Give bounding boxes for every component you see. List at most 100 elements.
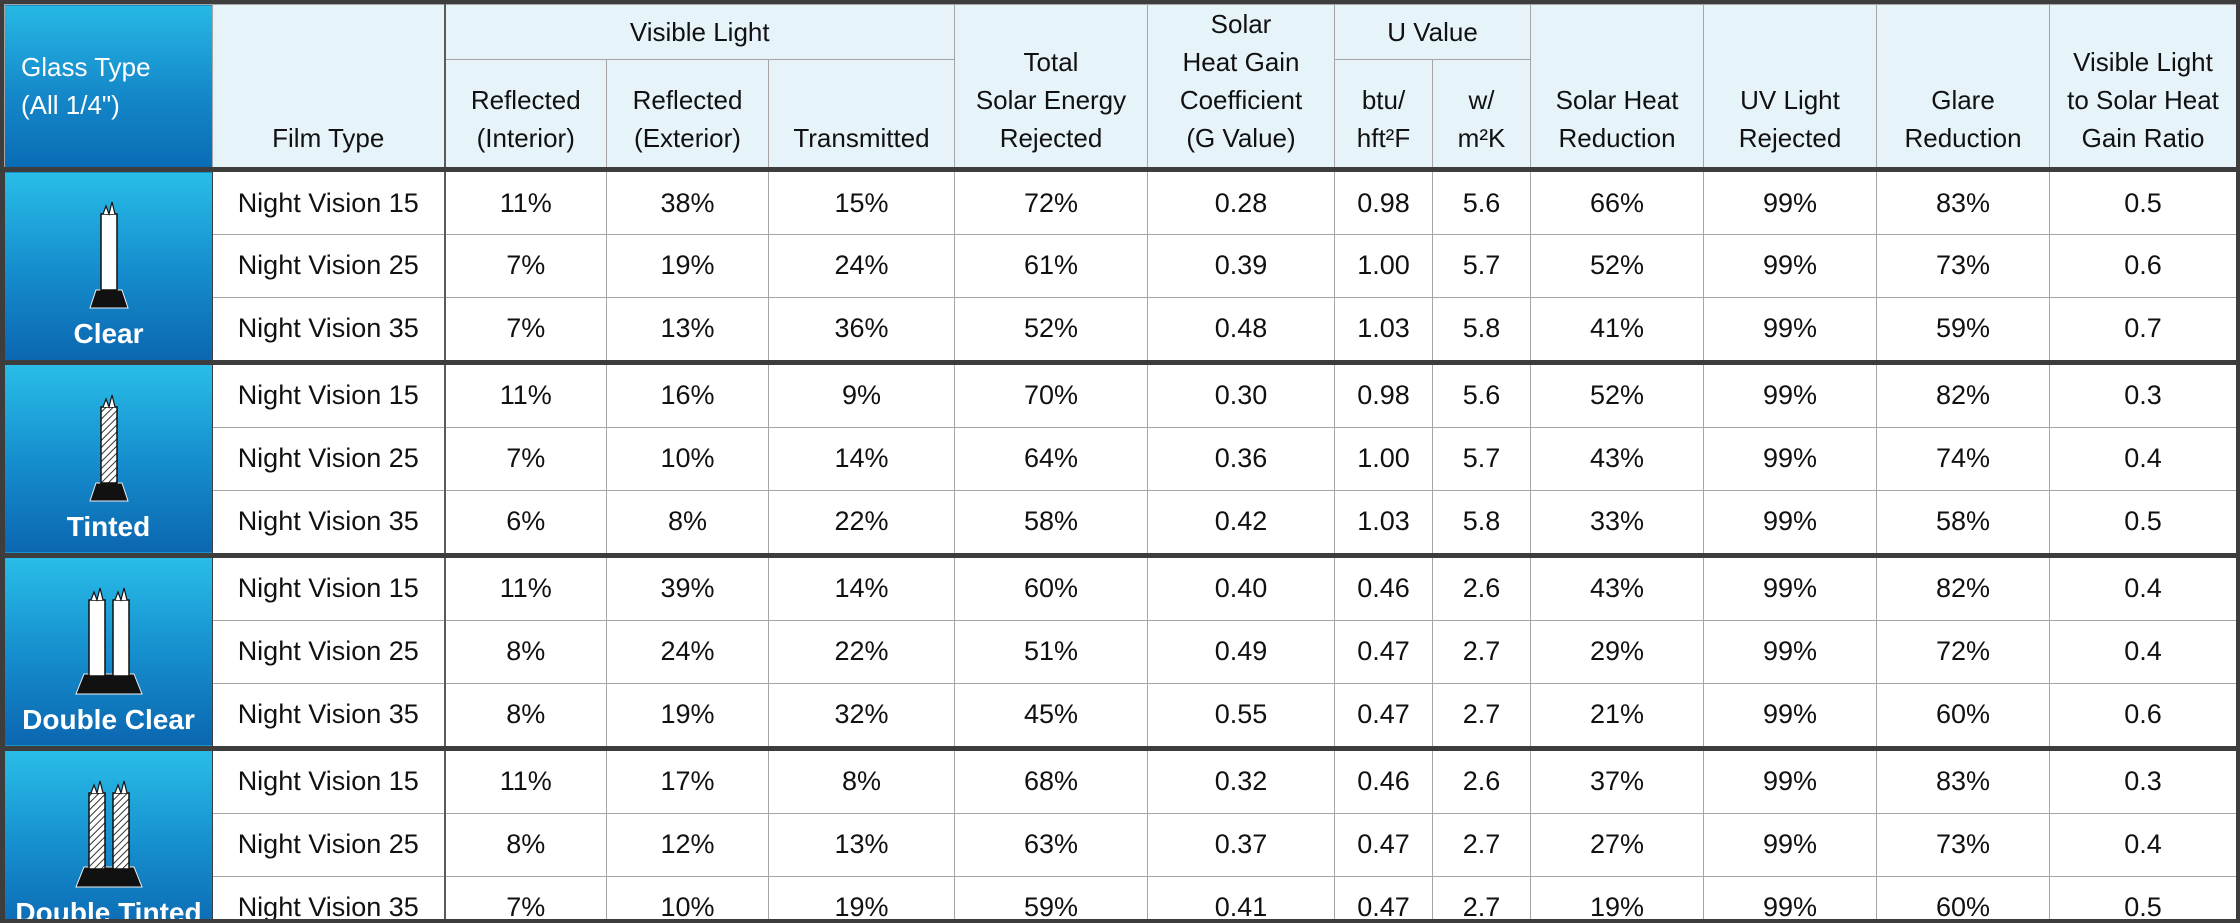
uv-rejected-cell: 99% [1703, 489, 1878, 556]
solar-heat-reduction-cell: 43% [1530, 552, 1705, 621]
solar-heat-reduction-cell: 66% [1530, 166, 1705, 236]
shgc-cell: 0.32 [1147, 745, 1335, 814]
btu-header-line1: btu/ [1361, 85, 1406, 115]
table-row: Night Vision 35 8% 19% 32% 45% 0.55 0.47 2.7 21%… [5, 682, 2236, 749]
u-value-wm2k-cell: 2.7 [1431, 619, 1532, 684]
vl-ratio-header-line2: to Solar Heat [2067, 85, 2219, 115]
solar-heat-reduction-header-line2: Reduction [1558, 123, 1676, 153]
reflected-exterior-cell: 38% [606, 166, 769, 236]
transmitted-header: Transmitted [768, 59, 955, 172]
glare-reduction-cell: 59% [1876, 296, 2051, 363]
table-row: Double Tinted Night Vision 15 11% 17% 8% 68% 0… [4, 745, 2236, 919]
u-value-btu-cell: 1.03 [1334, 489, 1433, 556]
total-solar-header-line2: Solar Energy [975, 85, 1127, 115]
transmitted-cell: 24% [768, 234, 955, 298]
reflected-exterior-cell: 12% [606, 812, 769, 877]
glare-reduction-header-line1: Glare [1931, 85, 1995, 115]
reflected-interior-cell: 6% [444, 489, 607, 556]
film-type-cell: Night Vision 15 [212, 745, 446, 814]
solar-heat-reduction-cell: 52% [1530, 359, 1705, 429]
solar-heat-reduction-cell: 43% [1530, 427, 1705, 491]
total-solar-rejected-cell: 58% [954, 489, 1148, 556]
u-value-btu-cell: 1.00 [1334, 427, 1433, 491]
total-solar-rejected-cell: 51% [954, 619, 1148, 684]
table-row: Night Vision 35 7% 10% 19% 59% 0.41 0.47 2.7 19%… [5, 875, 2236, 919]
total-solar-rejected-cell: 68% [954, 745, 1148, 814]
uv-rejected-header: UV Light Rejected [1703, 4, 1878, 170]
transmitted-cell: 22% [768, 489, 955, 556]
u-value-wm2k-cell: 2.7 [1431, 812, 1532, 877]
transmitted-header-label: Transmitted [793, 123, 930, 153]
solar-heat-reduction-header: Solar Heat Reduction [1530, 4, 1705, 170]
reflected-interior-cell: 11% [444, 166, 607, 236]
glass-type-header-line1: Glass Type [21, 52, 151, 82]
shgc-cell: 0.40 [1147, 552, 1335, 621]
reflected-exterior-cell: 13% [606, 296, 769, 363]
u-value-wm2k-cell: 5.8 [1431, 489, 1532, 556]
solar-heat-reduction-cell: 21% [1530, 682, 1705, 749]
reflected-exterior-header-line1: Reflected [632, 85, 743, 115]
solar-heat-reduction-header-line1: Solar Heat [1555, 85, 1679, 115]
transmitted-cell: 9% [768, 359, 955, 429]
visible-light-group-header: Visible Light [444, 4, 955, 60]
solar-heat-reduction-cell: 52% [1530, 234, 1705, 298]
reflected-exterior-cell: 16% [606, 359, 769, 429]
shgc-cell: 0.55 [1147, 682, 1335, 749]
shgc-cell: 0.37 [1147, 812, 1335, 877]
clear-single-pane-icon [6, 192, 212, 322]
double-tinted-pane-icon [6, 771, 212, 901]
glare-reduction-cell: 58% [1876, 489, 2051, 556]
vl-ratio-cell: 0.6 [2049, 234, 2236, 298]
glass-type-header: Glass Type (All 1/4") [4, 4, 213, 170]
film-type-cell: Night Vision 25 [212, 812, 446, 877]
reflected-exterior-cell: 8% [606, 489, 769, 556]
shgc-cell: 0.28 [1147, 166, 1335, 236]
u-value-group-header: U Value [1333, 4, 1532, 60]
table-row: Tinted Night Vision 15 11% 16% 9% 70% 0.30 0.98… [4, 359, 2236, 556]
u-value-wm2k-cell: 5.8 [1431, 296, 1532, 363]
reflected-interior-cell: 7% [444, 427, 607, 491]
glare-reduction-cell: 83% [1876, 166, 2051, 236]
solar-heat-reduction-cell: 29% [1530, 619, 1705, 684]
vl-ratio-cell: 0.4 [2049, 427, 2236, 491]
u-value-btu-cell: 0.98 [1334, 166, 1433, 236]
reflected-exterior-header-line2: (Exterior) [634, 123, 741, 153]
reflected-interior-cell: 7% [444, 875, 607, 919]
film-type-cell: Night Vision 35 [212, 296, 446, 363]
btu-header: btu/ hft²F [1334, 59, 1433, 172]
table-row: Night Vision 35 6% 8% 22% 58% 0.42 1.03 5.8 33% 9… [5, 489, 2236, 556]
uv-rejected-cell: 99% [1703, 427, 1878, 491]
table-row: Night Vision 25 7% 19% 24% 61% 0.39 1.00 5.7 52%… [5, 234, 2236, 298]
transmitted-cell: 15% [768, 166, 955, 236]
film-type-cell: Night Vision 35 [212, 489, 446, 556]
vl-ratio-cell: 0.6 [2049, 682, 2236, 749]
total-solar-rejected-cell: 52% [954, 296, 1148, 363]
shgc-header-line3: Coefficient [1179, 85, 1303, 115]
u-value-btu-cell: 1.00 [1334, 234, 1433, 298]
u-value-wm2k-cell: 5.6 [1431, 166, 1532, 236]
shgc-header-line4: (G Value) [1186, 123, 1296, 153]
u-value-wm2k-cell: 5.7 [1431, 427, 1532, 491]
reflected-interior-cell: 11% [444, 745, 607, 814]
solar-heat-reduction-cell: 19% [1530, 875, 1705, 919]
table-row: Clear Night Vision 15 11% 38% 15% 72% 0.28 0.98… [4, 166, 2236, 363]
glass-type-cell: Double Tinted [4, 745, 213, 919]
vl-ratio-cell: 0.3 [2049, 745, 2236, 814]
table-row: Night Vision 25 8% 12% 13% 63% 0.37 0.47 2.7 27%… [5, 812, 2236, 877]
vl-ratio-cell: 0.7 [2049, 296, 2236, 363]
film-type-cell: Night Vision 15 [212, 166, 446, 236]
film-type-header: Film Type [212, 4, 446, 170]
vl-ratio-cell: 0.4 [2049, 552, 2236, 621]
uv-rejected-cell: 99% [1703, 296, 1878, 363]
glass-type-cell: Clear [4, 167, 213, 363]
reflected-interior-cell: 7% [444, 296, 607, 363]
u-value-btu-cell: 0.47 [1334, 619, 1433, 684]
film-type-cell: Night Vision 25 [212, 234, 446, 298]
film-type-cell: Night Vision 35 [212, 875, 446, 919]
vl-ratio-cell: 0.4 [2049, 812, 2236, 877]
shgc-header-line2: Heat Gain [1182, 47, 1300, 77]
table-row: Double Clear Night Vision 15 11% 39% 14% 60% 0… [4, 552, 2236, 749]
vl-ratio-header: Visible Light to Solar Heat Gain Ratio [2049, 4, 2236, 170]
glass-type-label: Double Clear [22, 704, 195, 736]
